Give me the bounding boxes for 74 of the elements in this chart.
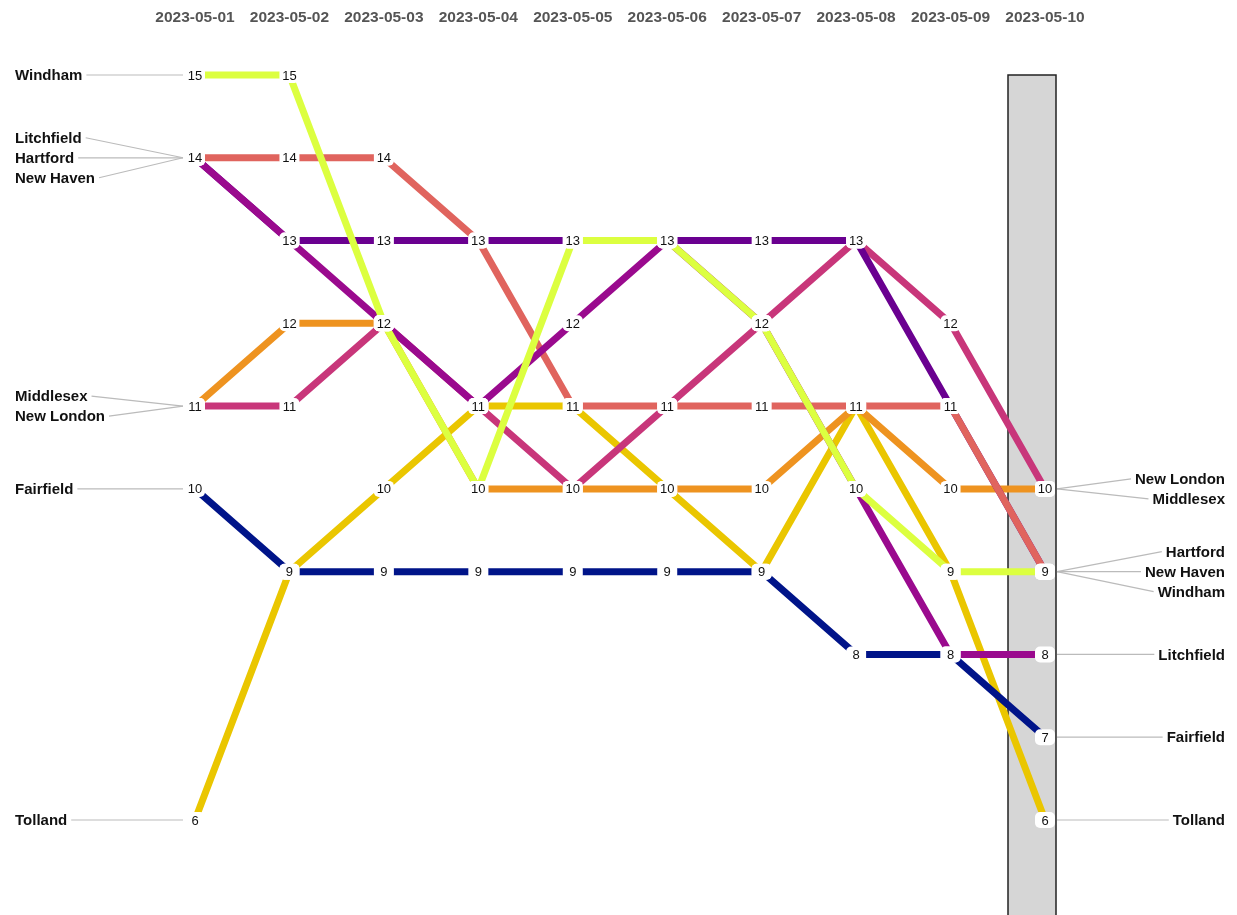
data-label: 13 bbox=[659, 233, 675, 249]
data-label: 9 bbox=[380, 564, 388, 580]
data-label: 12 bbox=[376, 315, 392, 331]
text: New London bbox=[1135, 470, 1225, 488]
text: Hartford bbox=[15, 149, 75, 167]
data-label: 11 bbox=[471, 398, 486, 414]
data-label: 6 bbox=[1041, 812, 1049, 828]
data-label: 13 bbox=[471, 233, 486, 249]
x-tick-label: 2023-05-07 bbox=[722, 8, 802, 25]
text: Tolland bbox=[1172, 811, 1225, 829]
text: Windham bbox=[1157, 582, 1225, 600]
data-label: 10 bbox=[659, 481, 675, 497]
data-label: 13 bbox=[282, 233, 297, 249]
text: New London bbox=[15, 407, 105, 425]
text: Middlesex bbox=[15, 387, 89, 405]
data-label: 12 bbox=[943, 315, 958, 331]
data-label: 9 bbox=[758, 564, 766, 580]
data-label: 11 bbox=[849, 398, 863, 414]
data-label: 13 bbox=[565, 233, 581, 249]
text: Hartford bbox=[1165, 542, 1225, 560]
data-label: 6 bbox=[191, 812, 199, 828]
data-label: 13 bbox=[754, 233, 769, 249]
data-label: 7 bbox=[1041, 729, 1049, 745]
data-label: 11 bbox=[566, 398, 580, 414]
data-label: 10 bbox=[376, 481, 392, 497]
data-label: 8 bbox=[852, 646, 860, 662]
data-label: 10 bbox=[1037, 481, 1053, 497]
data-label: 14 bbox=[282, 150, 297, 166]
text: Tolland bbox=[15, 811, 68, 829]
data-label: 12 bbox=[565, 315, 581, 331]
data-label: 10 bbox=[848, 481, 864, 497]
x-tick-label: 2023-05-05 bbox=[533, 8, 613, 25]
text: Middlesex bbox=[1152, 490, 1225, 508]
data-label: 8 bbox=[1041, 646, 1049, 662]
x-tick-label: 2023-05-09 bbox=[910, 8, 991, 25]
data-label: 10 bbox=[187, 481, 203, 497]
data-label: 10 bbox=[565, 481, 581, 497]
data-label: 15 bbox=[187, 67, 203, 83]
data-label: 15 bbox=[282, 67, 297, 83]
data-label: 11 bbox=[943, 398, 958, 414]
data-label: 11 bbox=[282, 398, 297, 414]
x-tick-label: 2023-05-01 bbox=[155, 8, 236, 25]
data-label: 9 bbox=[474, 564, 482, 580]
text: Fairfield bbox=[1166, 728, 1225, 746]
data-label: 10 bbox=[754, 481, 769, 497]
data-label: 10 bbox=[943, 481, 958, 497]
data-label: 9 bbox=[285, 564, 294, 580]
text: New Haven bbox=[1144, 562, 1225, 580]
x-tick-label: 2023-05-08 bbox=[816, 8, 897, 25]
data-label: 11 bbox=[660, 398, 674, 414]
data-label: 14 bbox=[187, 150, 203, 166]
data-label: 9 bbox=[946, 564, 955, 580]
data-label: 11 bbox=[188, 398, 202, 414]
x-tick-label: 2023-05-03 bbox=[344, 8, 424, 25]
text: Litchfield bbox=[15, 129, 82, 147]
data-label: 9 bbox=[663, 564, 671, 580]
text: Fairfield bbox=[15, 480, 74, 498]
data-label: 11 bbox=[754, 398, 769, 414]
data-label: 8 bbox=[946, 646, 955, 662]
data-label: 10 bbox=[471, 481, 486, 497]
data-label: 12 bbox=[754, 315, 769, 331]
data-label: 9 bbox=[1041, 564, 1049, 580]
x-tick-label: 2023-05-10 bbox=[1005, 8, 1085, 25]
text: Litchfield bbox=[1158, 645, 1225, 663]
data-label: 12 bbox=[282, 315, 297, 331]
data-label: 13 bbox=[848, 233, 864, 249]
x-tick-label: 2023-05-02 bbox=[249, 8, 330, 25]
data-label: 13 bbox=[376, 233, 392, 249]
text: New Haven bbox=[15, 169, 96, 187]
x-tick-label: 2023-05-06 bbox=[627, 8, 708, 25]
text: Windham bbox=[15, 66, 83, 84]
data-label: 9 bbox=[569, 564, 577, 580]
data-label: 14 bbox=[376, 150, 392, 166]
x-tick-label: 2023-05-04 bbox=[438, 8, 519, 25]
